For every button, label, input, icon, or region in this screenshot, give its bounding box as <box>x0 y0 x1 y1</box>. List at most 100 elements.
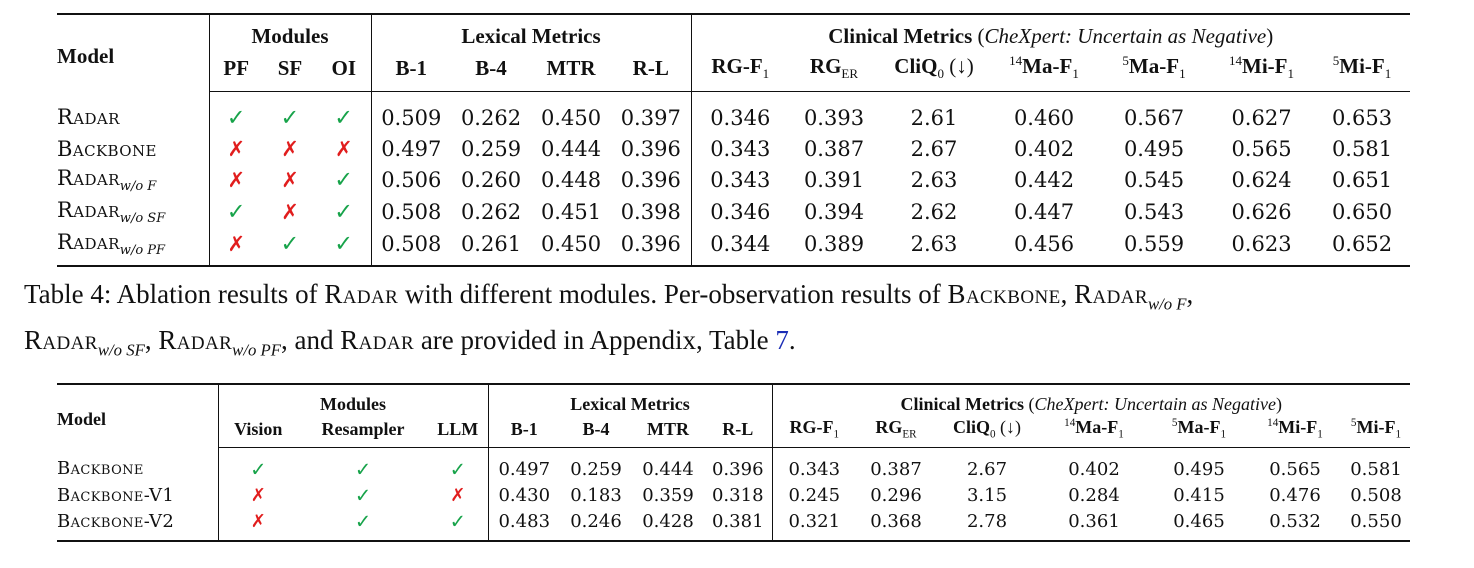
metric-value: 0.398 <box>611 196 692 229</box>
column-header-14mi-f1: 14Mi-F1 <box>1248 416 1342 448</box>
metric-value: 0.359 <box>642 484 694 506</box>
cross-icon: ✗ <box>227 232 246 257</box>
metric-value: 0.442 <box>1013 168 1075 193</box>
column-header-rg-er: RGER <box>789 51 879 92</box>
metric-value: 0.346 <box>710 200 771 225</box>
module-cell: ✓ <box>317 91 372 133</box>
metric-value: 0.450 <box>540 105 602 130</box>
metric-value: 0.476 <box>1269 484 1321 506</box>
model-name-cell: Radarw/o F <box>57 164 210 197</box>
check-icon: ✓ <box>250 457 267 481</box>
metric-value: 0.506 <box>381 168 442 193</box>
module-cell: ✗ <box>428 482 489 508</box>
group-header-modules: Modules <box>209 14 372 51</box>
model-name: Backbone <box>57 136 157 161</box>
module-cell: ✗ <box>263 133 317 164</box>
model-name-cell: Radarw/o PF <box>57 228 210 266</box>
metric-value: 0.396 <box>611 164 692 197</box>
metric-value: 0.624 <box>1231 168 1292 193</box>
module-cell: ✓ <box>298 448 428 483</box>
metric-value: 0.444 <box>642 458 694 480</box>
table-row: Backbone ✓ ✓ ✓ 0.497 0.259 0.444 0.396 0.343 0.38… <box>57 447 1410 483</box>
check-icon: ✓ <box>334 104 354 131</box>
table-row: Backbone-V2 ✗ ✓ ✓ 0.483 0.246 0.428 0.381 0.321 0… <box>57 508 1410 541</box>
metric-value: 0.343 <box>788 458 841 480</box>
metric-value: 2.63 <box>910 168 958 193</box>
metric-value: 0.623 <box>1231 232 1292 257</box>
group-header-lexical: Lexical Metrics <box>488 384 773 416</box>
metric-value: 2.61 <box>910 105 958 130</box>
metric-value: 0.344 <box>710 232 771 257</box>
column-header-llm: LLM <box>428 416 489 448</box>
metric-value: 0.508 <box>381 232 442 257</box>
table-7-link[interactable]: 7 <box>775 325 789 356</box>
cross-icon: ✗ <box>227 168 246 193</box>
table-row: Backbone ✗ ✗ ✗ 0.497 0.259 0.444 0.396 0.343 0.38… <box>57 133 1410 164</box>
metric-value: 2.67 <box>910 136 958 161</box>
metric-value: 0.361 <box>1068 510 1120 532</box>
cross-icon: ✗ <box>250 510 266 532</box>
check-icon: ✓ <box>226 199 246 226</box>
metric-value: 0.402 <box>1013 136 1075 161</box>
check-icon: ✓ <box>280 104 300 131</box>
metric-value: 0.393 <box>803 105 865 130</box>
metric-value: 0.581 <box>1350 458 1402 480</box>
model-name: Radar <box>57 105 120 130</box>
module-cell: ✗ <box>209 164 263 196</box>
column-header-b4: B-4 <box>560 416 632 448</box>
metric-value: 0.627 <box>1231 105 1292 130</box>
model-name: Radar <box>57 198 120 223</box>
module-cell: ✓ <box>317 164 372 197</box>
metric-value: 0.262 <box>460 105 522 130</box>
metric-value: 0.448 <box>540 168 602 193</box>
metric-value: 3.15 <box>966 484 1008 506</box>
column-header-mtr: MTR <box>531 51 611 92</box>
module-cell: ✓ <box>263 92 317 134</box>
metric-value: 0.318 <box>704 482 773 508</box>
column-header-5mi-f1: 5Mi-F1 <box>1314 51 1410 92</box>
module-cell: ✓ <box>218 448 298 483</box>
metric-value: 2.63 <box>910 232 958 257</box>
model-name: Backbone-V1 <box>57 484 175 506</box>
column-header-oi: OI <box>317 51 372 92</box>
metric-value: 0.387 <box>803 136 865 161</box>
metric-value: 0.389 <box>803 232 865 257</box>
metric-value: 0.402 <box>1068 458 1120 480</box>
metric-value: 0.260 <box>460 168 522 193</box>
column-header-model: Model <box>57 14 210 92</box>
module-cell: ✗ <box>209 133 263 164</box>
column-header-vision: Vision <box>218 416 298 448</box>
module-cell: ✓ <box>317 228 372 266</box>
metric-value: 0.246 <box>570 510 622 532</box>
column-header-model: Model <box>57 384 219 448</box>
metric-value: 2.62 <box>910 200 958 225</box>
column-header-14ma-f1: 14Ma-F1 <box>989 51 1099 92</box>
metric-value: 0.346 <box>710 105 771 130</box>
metric-value: 0.543 <box>1123 200 1185 225</box>
group-header-modules: Modules <box>218 384 489 416</box>
model-name: Backbone <box>57 458 144 480</box>
column-header-14mi-f1: 14Mi-F1 <box>1209 51 1314 92</box>
metric-value: 0.394 <box>803 200 865 225</box>
metric-value: 0.465 <box>1173 510 1225 532</box>
cross-icon: ✗ <box>281 136 299 161</box>
column-header-5ma-f1: 5Ma-F1 <box>1099 51 1209 92</box>
metric-value: 0.262 <box>460 200 522 225</box>
group-header-clinical: Clinical Metrics (CheXpert: Uncertain as… <box>828 23 1274 48</box>
metric-value: 0.508 <box>381 200 442 225</box>
module-cell: ✓ <box>298 482 428 508</box>
metric-value: 0.396 <box>611 133 692 164</box>
metric-value: 0.456 <box>1013 232 1075 257</box>
model-name-cell: Backbone <box>57 447 219 482</box>
column-header-rl: R-L <box>611 51 692 92</box>
metric-value: 0.387 <box>870 458 922 480</box>
column-header-rg-f1: RG-F1 <box>691 51 789 92</box>
cross-icon: ✗ <box>450 484 466 506</box>
model-name-subscript: w/o F <box>119 179 157 195</box>
column-header-rg-f1: RG-F1 <box>772 416 856 448</box>
metric-value: 0.321 <box>788 510 841 532</box>
module-cell: ✓ <box>428 508 489 541</box>
model-name-cell: Radar <box>57 91 210 133</box>
table-row: Backbone-V1 ✗ ✓ ✗ 0.430 0.183 0.359 0.318 0.245 0… <box>57 482 1410 508</box>
check-icon: ✓ <box>226 104 246 131</box>
